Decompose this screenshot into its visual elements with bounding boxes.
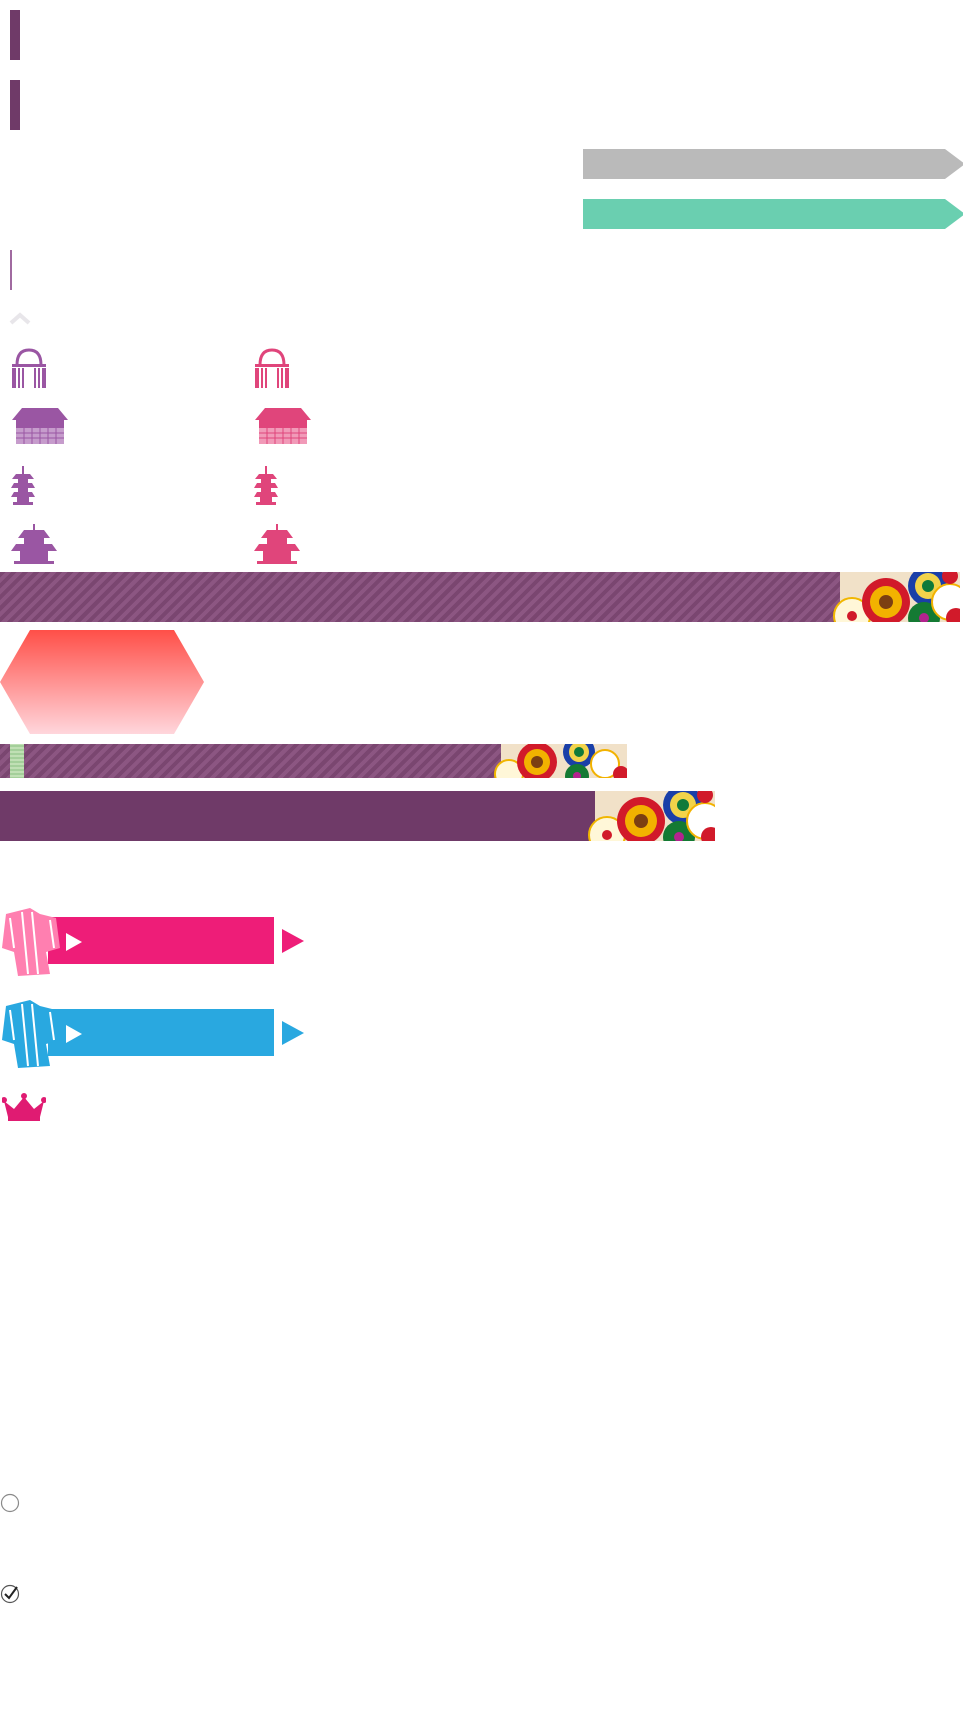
pagoda-icon: [10, 466, 36, 506]
green-tab-marker: [10, 744, 24, 778]
play-icon: [66, 1025, 82, 1043]
chevron-up-icon[interactable]: [9, 311, 31, 325]
arrow-right-icon: [282, 929, 304, 953]
button-bar: [48, 1009, 274, 1056]
temple-icon: [10, 406, 70, 446]
crescent-moon-icon: [0, 1304, 12, 1318]
button-bar: [48, 917, 274, 964]
blue-kimono-button[interactable]: [0, 1000, 310, 1070]
floral-solid-banner: [0, 791, 715, 841]
torii-gate-icon: [253, 348, 291, 388]
chrysanthemum-pattern-icon: [494, 744, 627, 778]
pink-kimono-button[interactable]: [0, 908, 310, 978]
pavilion-icon: [10, 524, 58, 564]
chrysanthemum-pattern-icon: [588, 791, 715, 841]
thin-divider: [10, 250, 12, 290]
kimono-icon: [2, 908, 60, 976]
kimono-icon: [2, 1000, 60, 1068]
chrysanthemum-pattern-icon: [833, 572, 960, 622]
mint-arrow-button[interactable]: [583, 199, 963, 229]
hexagon-badge: [0, 630, 206, 739]
play-icon: [66, 933, 82, 951]
pavilion-icon: [253, 524, 301, 564]
accent-bar-1: [10, 10, 20, 60]
pagoda-icon: [253, 466, 279, 506]
crown-icon: [2, 1093, 46, 1121]
gray-arrow-button[interactable]: [583, 149, 963, 179]
floral-subheader-banner: [0, 744, 627, 778]
torii-gate-icon: [10, 348, 48, 388]
arrow-right-icon: [282, 1021, 304, 1045]
temple-icon: [253, 406, 313, 446]
radio-unchecked-icon[interactable]: [0, 1493, 20, 1513]
floral-header-banner: [0, 572, 960, 622]
checkmark-circle-icon[interactable]: [0, 1584, 20, 1604]
accent-bar-2: [10, 80, 20, 130]
